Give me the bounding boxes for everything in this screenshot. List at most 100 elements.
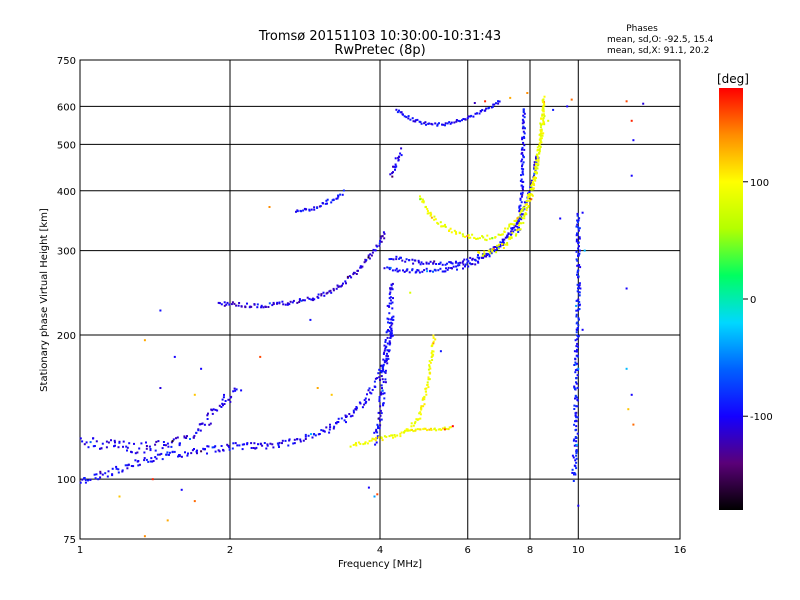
data-point	[370, 392, 373, 395]
data-point	[365, 400, 368, 403]
data-point	[272, 301, 275, 304]
data-point	[379, 419, 381, 422]
data-point	[576, 386, 579, 389]
data-point	[84, 481, 87, 484]
data-point	[310, 298, 313, 301]
data-point	[389, 334, 392, 337]
data-point	[578, 237, 581, 240]
data-point	[444, 263, 447, 266]
grid-lines	[80, 60, 680, 539]
data-point	[300, 210, 303, 213]
data-point	[436, 123, 439, 126]
data-point	[417, 261, 420, 264]
data-point	[373, 380, 376, 383]
data-point	[299, 440, 302, 443]
data-point	[390, 287, 393, 290]
data-point	[206, 445, 209, 448]
data-point	[421, 198, 424, 201]
data-point	[429, 372, 432, 375]
data-point	[474, 263, 477, 266]
data-point	[111, 467, 114, 470]
data-point	[291, 301, 294, 304]
data-point	[525, 203, 528, 206]
data-point	[521, 171, 524, 174]
data-point	[446, 268, 449, 271]
data-point	[535, 162, 537, 165]
data-point	[493, 250, 496, 253]
data-point	[383, 370, 386, 373]
data-point	[329, 423, 331, 426]
data-point	[302, 439, 305, 442]
data-point	[106, 475, 109, 478]
data-point	[391, 434, 394, 437]
data-point	[87, 446, 90, 449]
data-point	[387, 355, 389, 358]
data-point	[418, 271, 421, 274]
data-point	[536, 163, 539, 166]
data-point	[122, 440, 125, 443]
data-point	[518, 228, 520, 231]
data-point	[238, 302, 241, 304]
y-tick-label: 600	[57, 102, 76, 113]
data-point	[481, 235, 484, 238]
data-point	[514, 229, 517, 231]
data-point	[159, 387, 162, 389]
data-point	[113, 445, 115, 448]
data-point	[374, 443, 377, 446]
data-point	[358, 401, 361, 404]
data-point	[374, 385, 377, 388]
data-point	[193, 448, 195, 450]
data-point	[577, 324, 580, 327]
data-point	[317, 296, 320, 299]
data-point	[233, 302, 236, 305]
data-point	[433, 215, 436, 218]
data-point	[308, 209, 311, 212]
data-point	[178, 454, 181, 456]
data-point	[97, 478, 100, 481]
data-point	[378, 427, 381, 430]
data-point	[434, 122, 437, 125]
data-point	[577, 287, 579, 290]
data-point	[578, 284, 581, 287]
data-point	[395, 255, 398, 258]
data-point	[93, 445, 96, 447]
data-point	[393, 434, 396, 436]
phases-x-stats: mean, sd,X: 91.1, 20.2	[607, 46, 709, 56]
data-point	[374, 249, 377, 252]
data-point	[179, 442, 181, 445]
x-tick-label: 10	[572, 545, 585, 556]
y-tick-label: 300	[57, 247, 76, 258]
data-point	[577, 335, 580, 338]
data-point	[260, 306, 263, 309]
data-point	[117, 446, 120, 449]
data-point	[384, 378, 387, 381]
data-point	[509, 222, 512, 225]
x-tick-label: 16	[674, 545, 687, 556]
data-point	[466, 261, 469, 264]
phases-o-stats: mean, sd,O: -92.5, 15.4	[607, 35, 714, 45]
data-point	[385, 360, 388, 363]
data-point	[575, 454, 578, 457]
data-point	[491, 237, 494, 240]
data-point	[503, 243, 506, 246]
data-point	[325, 426, 328, 429]
data-point	[369, 391, 372, 394]
data-point	[361, 406, 364, 409]
data-point	[391, 316, 394, 319]
data-point	[435, 429, 438, 432]
data-point	[449, 227, 452, 230]
data-point	[516, 225, 519, 228]
data-point	[320, 293, 323, 296]
data-point	[143, 451, 146, 454]
data-point	[579, 287, 582, 290]
data-point	[382, 365, 385, 368]
data-point	[630, 119, 633, 122]
data-point	[478, 257, 480, 260]
data-point	[252, 447, 255, 449]
data-point	[149, 460, 152, 463]
data-point	[433, 427, 436, 430]
data-point	[383, 392, 386, 395]
data-point	[632, 139, 635, 142]
data-point	[412, 430, 415, 433]
data-point	[574, 361, 577, 364]
